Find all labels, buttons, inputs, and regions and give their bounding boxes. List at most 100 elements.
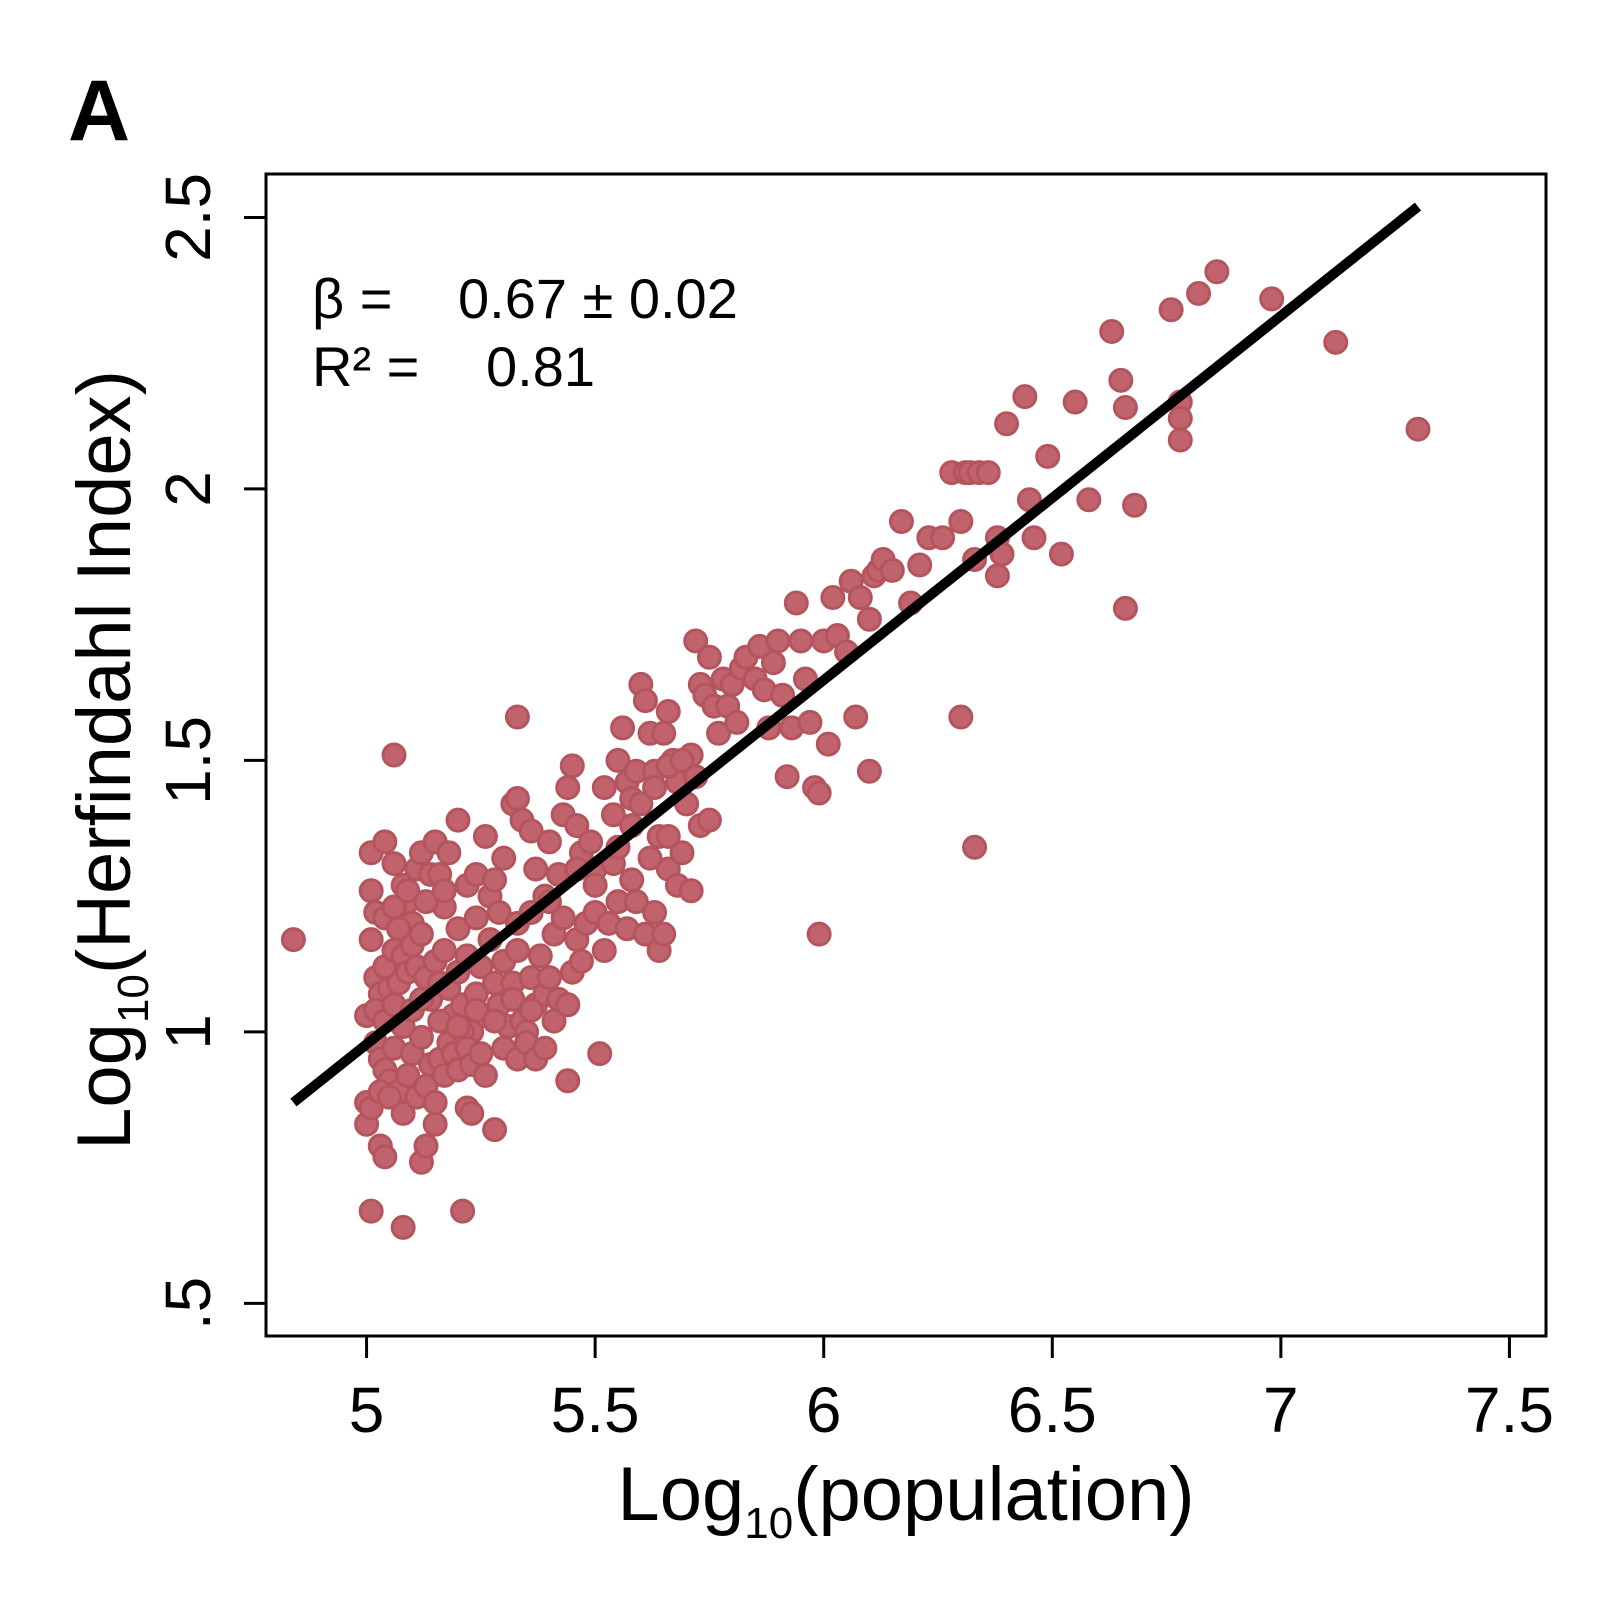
data-point bbox=[408, 1024, 434, 1050]
data-point bbox=[696, 807, 722, 833]
data-point bbox=[724, 709, 750, 735]
x-tick-label: 6 bbox=[806, 1374, 842, 1446]
data-point bbox=[532, 1035, 558, 1061]
data-point bbox=[765, 628, 791, 654]
data-point bbox=[628, 791, 654, 817]
data-point bbox=[523, 856, 549, 882]
data-point bbox=[610, 715, 636, 741]
data-point bbox=[431, 878, 457, 904]
data-point bbox=[655, 699, 681, 725]
data-point bbox=[591, 775, 617, 801]
data-point bbox=[907, 552, 933, 578]
data-point bbox=[605, 747, 631, 773]
data-point bbox=[555, 1068, 581, 1094]
y-tick-label: 2.5 bbox=[152, 173, 224, 262]
data-point bbox=[856, 758, 882, 784]
data-point bbox=[372, 1144, 398, 1170]
data-point bbox=[486, 899, 512, 925]
data-point bbox=[463, 905, 489, 931]
data-point bbox=[1323, 329, 1349, 355]
data-point bbox=[555, 992, 581, 1018]
data-point bbox=[445, 807, 471, 833]
data-point bbox=[1158, 297, 1184, 323]
data-point bbox=[422, 1090, 448, 1116]
data-point bbox=[642, 899, 668, 925]
data-point bbox=[930, 525, 956, 551]
data-point bbox=[1259, 286, 1285, 312]
data-point bbox=[504, 785, 530, 811]
data-point bbox=[655, 823, 681, 849]
data-point bbox=[669, 840, 695, 866]
x-tick-label: 5 bbox=[349, 1374, 385, 1446]
data-points bbox=[280, 259, 1431, 1240]
y-tick-label: 1 bbox=[152, 1014, 224, 1050]
data-point bbox=[390, 1100, 416, 1126]
y-tick-label: .5 bbox=[152, 1277, 224, 1330]
r2-label: R² = bbox=[312, 335, 419, 398]
data-point bbox=[381, 894, 407, 920]
data-point bbox=[491, 845, 517, 871]
beta-value: 0.67 ± 0.02 bbox=[458, 267, 738, 330]
data-point bbox=[1035, 443, 1061, 469]
data-point bbox=[445, 916, 471, 942]
data-point bbox=[436, 840, 462, 866]
data-point bbox=[642, 775, 668, 801]
data-point bbox=[1112, 595, 1138, 621]
data-point bbox=[431, 937, 457, 963]
data-point bbox=[527, 943, 553, 969]
data-point bbox=[600, 802, 626, 828]
beta-label: β = bbox=[312, 267, 392, 330]
data-point bbox=[678, 878, 704, 904]
x-tick-label: 5.5 bbox=[551, 1374, 640, 1446]
data-point bbox=[962, 834, 988, 860]
data-point bbox=[1099, 318, 1125, 344]
y-axis-label: Log10(Herfindahl Index) bbox=[62, 370, 158, 1150]
data-point bbox=[536, 829, 562, 855]
data-point bbox=[847, 585, 873, 611]
data-point bbox=[843, 704, 869, 730]
data-point bbox=[358, 1198, 384, 1224]
data-point bbox=[413, 1133, 439, 1159]
panel-label: A bbox=[68, 63, 130, 159]
data-point bbox=[518, 818, 544, 844]
data-point bbox=[459, 1100, 485, 1126]
data-point bbox=[568, 948, 594, 974]
data-point bbox=[1186, 280, 1212, 306]
data-point bbox=[806, 921, 832, 947]
data-point bbox=[1076, 487, 1102, 513]
data-point bbox=[518, 997, 544, 1023]
data-point bbox=[372, 829, 398, 855]
data-point bbox=[984, 563, 1010, 589]
data-point bbox=[536, 965, 562, 991]
data-point bbox=[445, 1013, 471, 1039]
y-tick-label: 2 bbox=[152, 471, 224, 507]
data-point bbox=[879, 557, 905, 583]
data-point bbox=[770, 682, 796, 708]
data-point bbox=[381, 851, 407, 877]
data-point bbox=[550, 905, 576, 931]
y-axis: .5 1 1.5 2 2.5 bbox=[152, 173, 266, 1330]
data-point bbox=[482, 867, 508, 893]
data-point bbox=[1167, 427, 1193, 453]
data-point bbox=[591, 937, 617, 963]
data-point bbox=[1108, 367, 1134, 393]
data-point bbox=[1021, 525, 1047, 551]
data-point bbox=[820, 585, 846, 611]
data-point bbox=[422, 1111, 448, 1137]
x-tick-label: 7.5 bbox=[1465, 1374, 1554, 1446]
data-point bbox=[358, 927, 384, 953]
fit-line-group bbox=[290, 202, 1422, 1107]
data-point bbox=[472, 823, 498, 849]
data-point bbox=[1012, 384, 1038, 410]
data-point bbox=[696, 644, 722, 670]
data-point bbox=[390, 1214, 416, 1240]
data-point bbox=[413, 889, 439, 915]
data-point bbox=[463, 997, 489, 1023]
data-point bbox=[1122, 492, 1148, 518]
data-point bbox=[815, 731, 841, 757]
y-tick-label: 1.5 bbox=[152, 716, 224, 805]
data-point bbox=[669, 747, 695, 773]
data-point bbox=[1048, 541, 1074, 567]
data-point bbox=[1405, 416, 1431, 442]
